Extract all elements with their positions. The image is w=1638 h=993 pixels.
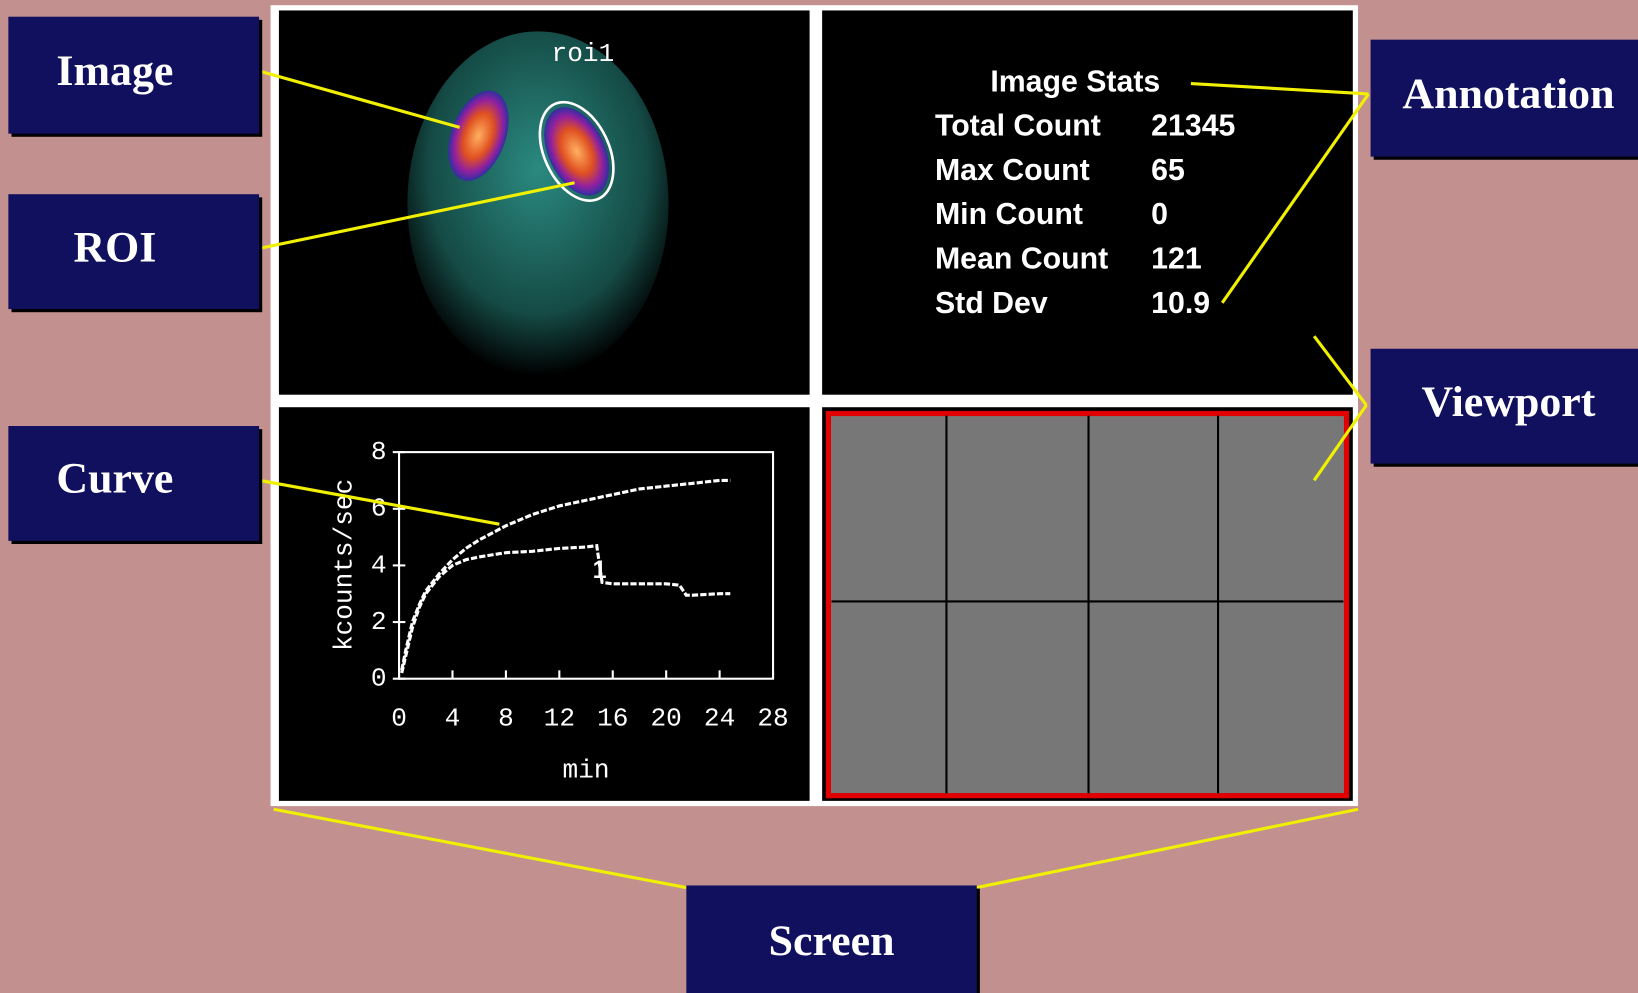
stat-name: Max Count <box>935 154 1090 187</box>
label-viewport: Viewport <box>1422 378 1596 426</box>
stat-name: Std Dev <box>935 287 1048 320</box>
stat-name: Min Count <box>935 198 1083 231</box>
y-tick-label: 6 <box>371 494 387 524</box>
label-annotation: Annotation <box>1402 70 1614 118</box>
stat-name: Mean Count <box>935 243 1108 276</box>
x-tick-label: 16 <box>597 703 628 733</box>
label-curve: Curve <box>56 454 173 502</box>
x-axis-label: min <box>563 755 610 785</box>
page: roi1 Image Stats Total Count 21345 Max Cou… <box>0 0 1638 993</box>
x-tick-label: 24 <box>704 703 735 733</box>
x-tick-label: 0 <box>391 703 407 733</box>
diagram: roi1 Image Stats Total Count 21345 Max Cou… <box>0 0 1638 993</box>
x-tick-label: 12 <box>544 703 575 733</box>
stat-value: 0 <box>1151 198 1168 231</box>
body-image <box>407 31 668 376</box>
stat-value: 121 <box>1151 243 1202 276</box>
stat-value: 21345 <box>1151 109 1235 142</box>
x-tick-label: 20 <box>651 703 682 733</box>
y-tick-label: 4 <box>371 550 387 580</box>
y-tick-label: 2 <box>371 607 387 637</box>
y-tick-label: 8 <box>371 437 387 467</box>
label-roi: ROI <box>73 224 156 272</box>
y-axis-label: kcounts/sec <box>330 479 360 651</box>
stat-value: 65 <box>1151 154 1185 187</box>
stat-name: Total Count <box>935 109 1101 142</box>
x-tick-label: 8 <box>498 703 514 733</box>
stat-value: 10.9 <box>1151 287 1210 320</box>
roi-label: roi1 <box>552 39 615 69</box>
y-tick-label: 0 <box>371 664 387 694</box>
label-image: Image <box>56 47 173 95</box>
stats-title: Image Stats <box>990 66 1160 99</box>
x-tick-label: 28 <box>757 703 788 733</box>
x-tick-label: 4 <box>445 703 461 733</box>
label-screen: Screen <box>769 917 895 965</box>
